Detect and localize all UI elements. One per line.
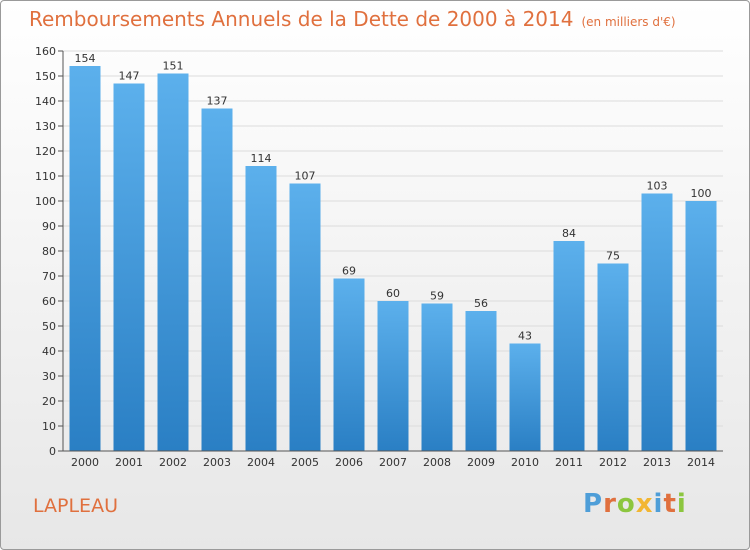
chart-title-text: Remboursements Annuels de la Dette de 20… [29,7,574,31]
logo-letter: t [663,489,677,519]
bar [641,193,673,451]
bar [685,201,717,451]
bar [509,343,541,451]
bar [553,241,585,451]
x-tick-label: 2008 [423,456,451,469]
x-tick-label: 2011 [555,456,583,469]
commune-name: LAPLEAU [33,495,118,517]
unit-note: (en milliers d'€) [581,15,676,29]
logo-letter: i [676,489,687,519]
y-tick-label: 130 [35,120,56,133]
x-tick-label: 2007 [379,456,407,469]
x-axis: 2000 2001 2002 2003 2004 2005 2006 2007 2008 2009… [63,450,723,469]
y-tick-label: 100 [35,195,56,208]
y-tick-label: 50 [42,320,56,333]
x-tick-label: 2001 [115,456,143,469]
y-tick-label: 120 [35,145,56,158]
x-tick-label: 2012 [599,456,627,469]
y-tick-label: 60 [42,295,56,308]
bar [377,301,409,451]
x-tick-label: 2014 [687,456,715,469]
x-tick-label: 2009 [467,456,495,469]
y-tick-label: 40 [42,345,56,358]
x-tick-label: 2003 [203,456,231,469]
bars: 154 147 151 137 114 107 69 60 59 56 43 84 75 103 100 [69,52,717,451]
logo-letter: o [616,489,636,519]
bar [69,66,101,451]
x-tick-label: 2000 [71,456,99,469]
y-tick-label: 10 [42,420,56,433]
x-tick-label: 2002 [159,456,187,469]
chart-title: Remboursements Annuels de la Dette de 20… [29,7,676,31]
bar [333,278,365,451]
y-axis: 0 10 20 30 40 50 60 70 80 90 100 110 120 130 140 150 160 [35,45,64,458]
y-tick-label: 110 [35,170,56,183]
bar [421,303,453,451]
data-label: 43 [518,330,532,343]
logo-letter: P [583,489,604,519]
data-label: 114 [251,152,272,165]
y-tick-label: 140 [35,95,56,108]
data-label: 59 [430,290,444,303]
bar [597,263,629,451]
logo-letter: r [603,489,617,519]
data-label: 100 [691,187,712,200]
bar [201,108,233,451]
y-tick-label: 20 [42,395,56,408]
data-label: 107 [295,170,316,183]
x-tick-label: 2006 [335,456,363,469]
proxiti-logo[interactable]: Proxiti [583,489,687,519]
data-label: 75 [606,250,620,263]
data-label: 56 [474,297,488,310]
bar [465,311,497,451]
x-tick-label: 2010 [511,456,539,469]
data-label: 154 [75,52,96,65]
bar [289,183,321,451]
y-tick-label: 160 [35,45,56,58]
logo-letter: i [653,489,664,519]
data-label: 151 [163,60,184,73]
x-tick-label: 2004 [247,456,275,469]
x-tick-label: 2013 [643,456,671,469]
data-label: 69 [342,265,356,278]
data-label: 147 [119,70,140,83]
y-tick-label: 90 [42,220,56,233]
y-tick-label: 30 [42,370,56,383]
y-tick-label: 80 [42,245,56,258]
data-label: 60 [386,287,400,300]
x-tick-label: 2005 [291,456,319,469]
data-label: 84 [562,227,576,240]
bar [157,73,189,451]
y-tick-label: 70 [42,270,56,283]
logo-letter: x [635,489,654,519]
y-tick-label: 0 [49,445,56,458]
y-tick-label: 150 [35,70,56,83]
bar [245,166,277,451]
data-label: 103 [647,180,668,193]
bar [113,83,145,451]
data-label: 137 [207,95,228,108]
